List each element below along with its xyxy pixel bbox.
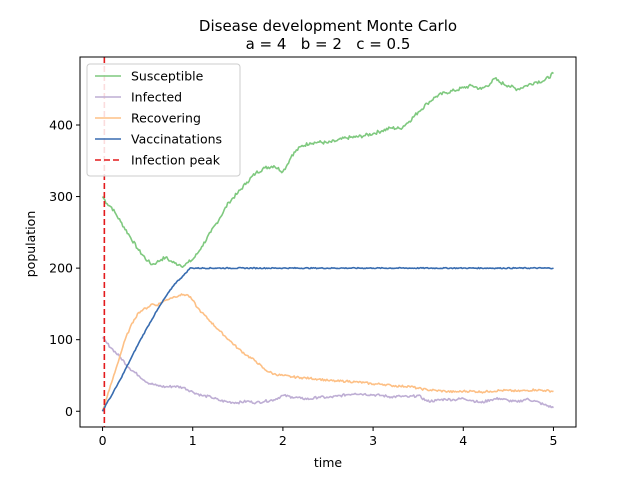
- y-tick-label: 0: [65, 404, 73, 419]
- series-line-recovering: [101, 293, 554, 412]
- legend: Susceptible Infected Recovering Vaccinatati…: [86, 63, 241, 177]
- x-axis-label: time: [314, 455, 343, 470]
- x-axis: 0 1 2 3 4 5: [99, 427, 557, 448]
- legend-label: Susceptible: [131, 69, 204, 84]
- y-tick-label: 400: [49, 117, 73, 132]
- y-tick-label: 100: [49, 332, 73, 347]
- legend-label: Recovering: [131, 111, 201, 126]
- chart-title: Disease development Monte Carlo: [199, 17, 457, 35]
- x-tick-label: 4: [459, 433, 467, 448]
- x-tick-label: 0: [99, 433, 107, 448]
- y-axis-label: population: [23, 211, 38, 278]
- series-line-susceptible: [101, 71, 554, 268]
- legend-label: Infection peak: [131, 153, 221, 168]
- legend-label: Vaccinatations: [131, 132, 222, 147]
- legend-label: Infected: [131, 90, 182, 105]
- y-tick-label: 300: [49, 189, 73, 204]
- x-tick-label: 2: [279, 433, 287, 448]
- plot-area: [101, 57, 554, 427]
- x-tick-label: 1: [189, 433, 197, 448]
- y-tick-label: 200: [49, 261, 73, 276]
- series-line-infected: [102, 336, 554, 409]
- x-tick-label: 5: [549, 433, 557, 448]
- y-axis: 0 100 200 300 400: [49, 117, 80, 419]
- x-tick-label: 3: [369, 433, 377, 448]
- chart-subtitle: a = 4 b = 2 c = 0.5: [246, 35, 411, 53]
- series-line-vaccinatations: [101, 266, 554, 412]
- plot-frame: [79, 56, 577, 428]
- legend-box: [86, 63, 241, 177]
